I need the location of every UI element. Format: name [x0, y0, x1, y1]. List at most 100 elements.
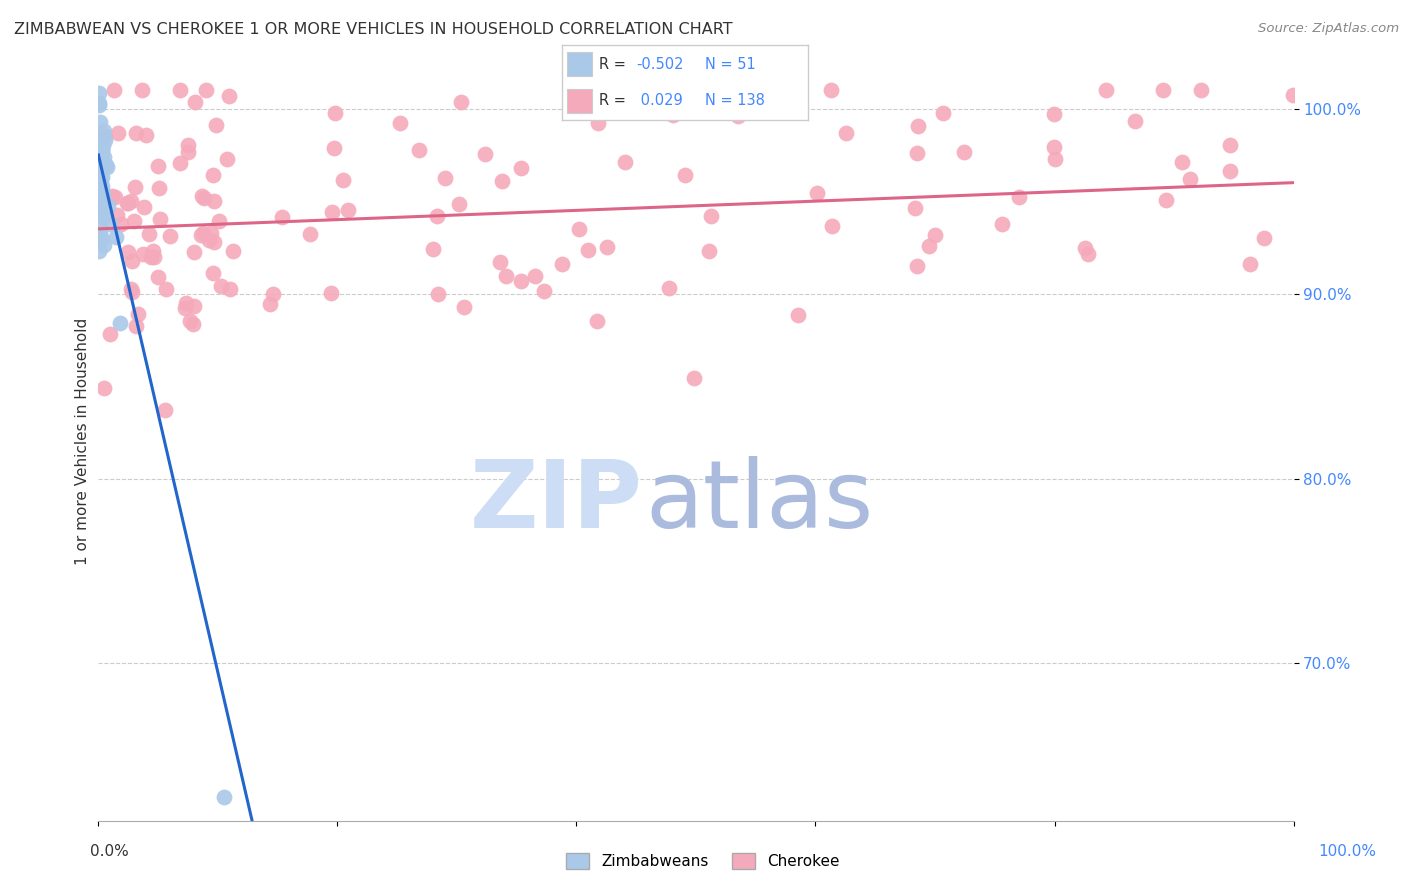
Point — [91, 136, 114, 150]
Point — [200, 226, 222, 240]
Point — [586, 314, 609, 328]
Point — [821, 219, 844, 234]
Point — [1042, 140, 1064, 154]
Point — [215, 152, 238, 166]
Point — [91, 136, 114, 151]
Point — [107, 126, 129, 140]
Point — [835, 126, 858, 140]
Point — [1189, 83, 1212, 97]
Point — [138, 227, 160, 242]
Point — [89, 219, 111, 234]
Point — [191, 226, 214, 240]
Point — [727, 109, 749, 123]
Point — [321, 205, 343, 219]
Y-axis label: 1 or more Vehicles in Household: 1 or more Vehicles in Household — [75, 318, 90, 566]
Point — [202, 194, 225, 209]
Point — [148, 159, 170, 173]
Point — [682, 371, 704, 385]
Point — [104, 189, 127, 203]
Point — [117, 245, 139, 260]
Point — [596, 240, 619, 254]
Point — [177, 145, 200, 159]
Point — [89, 98, 111, 112]
Point — [924, 227, 946, 242]
Point — [89, 167, 111, 181]
Point — [337, 202, 360, 217]
Point — [135, 128, 157, 143]
Point — [786, 308, 808, 322]
Point — [1094, 83, 1116, 97]
Point — [90, 179, 112, 194]
Point — [87, 163, 110, 178]
Text: R =: R = — [599, 57, 631, 72]
Point — [495, 269, 517, 284]
Point — [489, 255, 512, 269]
Point — [91, 143, 114, 157]
Point — [174, 301, 197, 315]
Point — [94, 128, 117, 143]
Point — [98, 217, 122, 231]
Point — [1152, 83, 1174, 97]
Point — [1170, 155, 1192, 169]
Point — [193, 191, 215, 205]
Point — [259, 296, 281, 310]
Point — [1219, 138, 1241, 153]
Point — [221, 244, 243, 258]
Point — [124, 180, 146, 194]
Point — [408, 144, 430, 158]
Point — [89, 185, 111, 199]
Point — [183, 299, 205, 313]
Point — [299, 227, 322, 241]
Point — [1156, 193, 1178, 207]
Point — [658, 281, 681, 295]
Point — [131, 83, 153, 97]
Point — [194, 83, 217, 97]
Point — [120, 194, 142, 208]
Point — [904, 201, 927, 215]
Point — [905, 145, 928, 160]
Point — [87, 95, 110, 110]
Point — [117, 195, 139, 210]
Point — [332, 172, 354, 186]
Point — [91, 169, 114, 184]
Point — [121, 285, 143, 299]
Bar — [568, 52, 592, 77]
Point — [422, 243, 444, 257]
Point — [1043, 107, 1066, 121]
Bar — [568, 88, 592, 112]
Point — [132, 246, 155, 260]
Point — [87, 175, 110, 189]
Point — [90, 156, 112, 170]
Point — [426, 287, 449, 301]
Point — [89, 226, 111, 240]
Point — [87, 134, 110, 148]
Point — [100, 189, 122, 203]
Point — [90, 158, 112, 172]
Point — [1008, 190, 1031, 204]
Point — [87, 161, 110, 176]
Point — [125, 126, 148, 140]
Point — [127, 307, 149, 321]
Point — [697, 244, 720, 259]
Text: ZIP: ZIP — [470, 456, 643, 549]
Point — [191, 189, 214, 203]
Legend: Zimbabweans, Cherokee: Zimbabweans, Cherokee — [561, 847, 845, 875]
Point — [90, 143, 112, 157]
Point — [93, 186, 115, 200]
Point — [169, 156, 191, 170]
Point — [1077, 247, 1099, 261]
Point — [1178, 172, 1201, 186]
Text: R =: R = — [599, 93, 631, 108]
Point — [94, 158, 117, 172]
Point — [120, 281, 142, 295]
Point — [89, 197, 111, 211]
Point — [93, 381, 115, 395]
Point — [148, 269, 170, 284]
Text: atlas: atlas — [645, 456, 875, 549]
Point — [209, 279, 232, 293]
Point — [907, 119, 929, 133]
Point — [202, 235, 225, 250]
Point — [108, 316, 131, 330]
Point — [169, 83, 191, 97]
Point — [270, 210, 292, 224]
